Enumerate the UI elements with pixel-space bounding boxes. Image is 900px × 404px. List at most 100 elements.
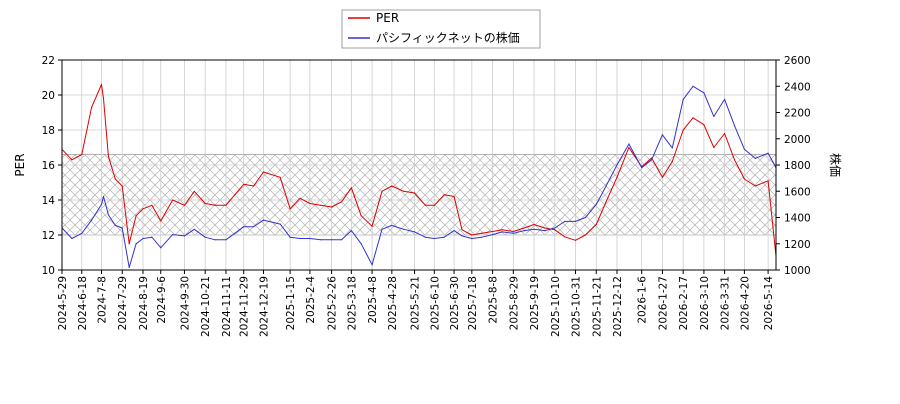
data-point-per [628, 146, 630, 149]
x-axis-tick-label: 2026-1-6 [637, 276, 649, 324]
data-point-per [340, 201, 343, 203]
data-point-per [595, 223, 597, 226]
data-point-per [128, 243, 130, 245]
x-axis-tick-label: 2025-1-15 [285, 276, 297, 330]
data-point-stock-price [91, 219, 93, 221]
x-axis-tick-label: 2025-6-30 [449, 276, 461, 330]
data-point-per [350, 187, 352, 189]
data-point-per [501, 229, 503, 231]
data-point-per [214, 204, 216, 206]
x-axis-tick-label: 2026-5-14 [763, 276, 775, 331]
data-point-per [403, 190, 405, 192]
data-point-per [381, 190, 383, 192]
data-point-stock-price [461, 235, 463, 237]
data-point-per [584, 234, 587, 236]
data-point-per [100, 83, 103, 86]
data-point-per [102, 97, 105, 100]
data-point-per [661, 176, 664, 178]
data-point-stock-price [682, 98, 684, 100]
data-point-per [724, 132, 726, 135]
data-point-per [391, 185, 393, 187]
data-point-stock-price [724, 98, 726, 100]
right-axis-tick-label: 2400 [784, 81, 811, 93]
x-axis-tick-label: 2025-6-10 [429, 276, 441, 330]
data-point-stock-price [628, 143, 630, 145]
x-axis-tick-label: 2025-8-29 [508, 276, 520, 330]
data-point-per [414, 192, 416, 194]
data-point-stock-price [160, 247, 162, 249]
data-point-stock-price [533, 228, 535, 230]
data-point-stock-price [605, 185, 607, 187]
data-point-stock-price [243, 226, 245, 228]
data-point-stock-price [754, 157, 756, 159]
data-point-stock-price [102, 195, 105, 198]
data-point-per [262, 171, 265, 173]
data-point-per [253, 185, 255, 187]
data-point-per [204, 202, 206, 205]
data-point-stock-price [253, 226, 255, 228]
data-point-stock-price [391, 224, 393, 226]
data-point-stock-price [424, 236, 426, 238]
data-point-per [492, 230, 494, 233]
right-axis-tick-label: 2600 [784, 55, 811, 67]
x-axis-tick-label: 2025-10-10 [550, 276, 562, 337]
left-axis: 10 12 14 16 18 20 22 [42, 55, 62, 277]
x-axis-tick-label: 2026-3-31 [720, 276, 732, 330]
data-point-per [81, 153, 83, 156]
data-point-stock-price [403, 228, 405, 230]
right-axis-tick-label: 2000 [784, 134, 811, 146]
data-point-per [682, 129, 684, 131]
left-axis-tick-label: 22 [42, 55, 55, 67]
data-point-stock-price [554, 227, 556, 229]
data-point-per [433, 204, 435, 206]
data-point-stock-price [320, 239, 322, 241]
data-point-per [135, 215, 137, 217]
data-point-per [183, 204, 186, 206]
data-point-stock-price [234, 232, 236, 234]
data-point-stock-price [564, 220, 566, 222]
data-point-stock-price [225, 239, 227, 241]
right-axis-tick-label: 2200 [784, 108, 811, 120]
x-axis-tick-label: 2024-12-19 [258, 276, 270, 337]
data-point-stock-price [512, 232, 514, 234]
data-point-stock-price [204, 236, 206, 238]
data-point-per [121, 185, 123, 187]
data-point-stock-price [492, 234, 494, 236]
data-point-stock-price [651, 159, 653, 161]
data-point-per [471, 234, 473, 236]
data-point-per [754, 185, 756, 187]
left-axis-tick-label: 16 [42, 160, 56, 172]
data-point-stock-price [151, 236, 153, 238]
data-point-stock-price [616, 164, 618, 166]
data-point-stock-price [523, 230, 525, 232]
data-point-stock-price [414, 231, 416, 233]
data-point-stock-price [331, 239, 333, 241]
right-axis: 1000 1200 1400 1600 1800 2000 2200 2400 2600 [776, 55, 811, 277]
data-point-stock-price [733, 125, 736, 127]
data-point-stock-price [433, 237, 435, 240]
left-axis-tick-label: 18 [42, 125, 55, 137]
data-point-stock-price [309, 237, 311, 240]
x-axis-tick-label: 2025-2-26 [327, 276, 339, 331]
data-point-per [289, 208, 291, 210]
data-point-stock-price [574, 220, 577, 222]
data-point-stock-price [743, 148, 746, 150]
data-point-per [193, 190, 195, 192]
data-point-stock-price [692, 85, 694, 87]
right-axis-tick-label: 1600 [784, 186, 811, 198]
right-axis-tick-label: 1400 [784, 213, 811, 225]
data-point-per [320, 204, 322, 206]
data-point-per [151, 204, 153, 206]
left-axis-tick-label: 12 [42, 230, 55, 242]
data-point-stock-price [595, 203, 597, 205]
data-point-per [481, 232, 483, 234]
legend: PER パシフィックネットの株価 [341, 9, 541, 49]
x-axis-tick-label: 2024-7-8 [97, 276, 109, 324]
data-point-stock-price [142, 237, 144, 240]
data-point-stock-price [71, 237, 73, 240]
data-point-per [360, 215, 362, 217]
left-axis-tick-label: 20 [42, 90, 55, 102]
data-point-per [713, 146, 715, 149]
left-axis-title: PER [13, 153, 27, 176]
data-point-stock-price [299, 237, 301, 240]
